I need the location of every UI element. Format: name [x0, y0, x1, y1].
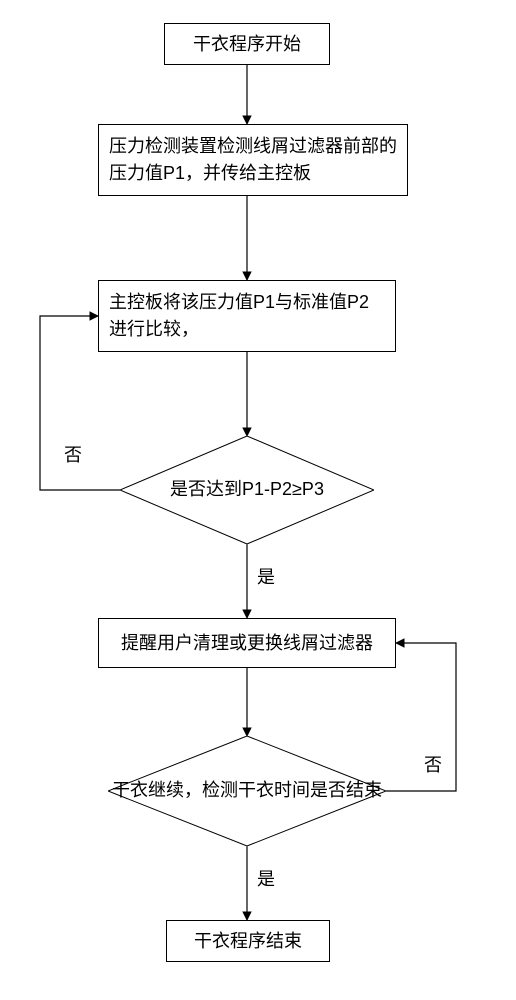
node-start-text: 干衣程序开始 [193, 31, 301, 58]
node-compare-text: 主控板将该压力值P1与标准值P2进行比较， [109, 289, 385, 343]
node-decide1: 是否达到P1-P2≥P3 [120, 436, 374, 544]
node-end-text: 干衣程序结束 [194, 928, 302, 955]
label-yes1: 是 [257, 568, 275, 586]
label-no1: 否 [64, 446, 82, 464]
node-decide2-text: 干衣继续，检测干衣时间是否结束 [108, 774, 386, 807]
node-end: 干衣程序结束 [166, 920, 330, 962]
node-compare: 主控板将该压力值P1与标准值P2进行比较， [98, 280, 396, 352]
label-yes2: 是 [257, 870, 275, 888]
label-no2: 否 [424, 756, 442, 774]
node-decide2: 干衣继续，检测干衣时间是否结束 [108, 736, 386, 846]
node-detect-text: 压力检测装置检测线屑过滤器前部的压力值P1，并传给主控板 [109, 133, 397, 187]
node-decide1-text: 是否达到P1-P2≥P3 [166, 473, 328, 506]
node-start: 干衣程序开始 [164, 23, 330, 65]
node-detect: 压力检测装置检测线屑过滤器前部的压力值P1，并传给主控板 [98, 124, 408, 196]
node-remind: 提醒用户清理或更换线屑过滤器 [98, 618, 396, 668]
node-remind-text: 提醒用户清理或更换线屑过滤器 [121, 630, 373, 657]
